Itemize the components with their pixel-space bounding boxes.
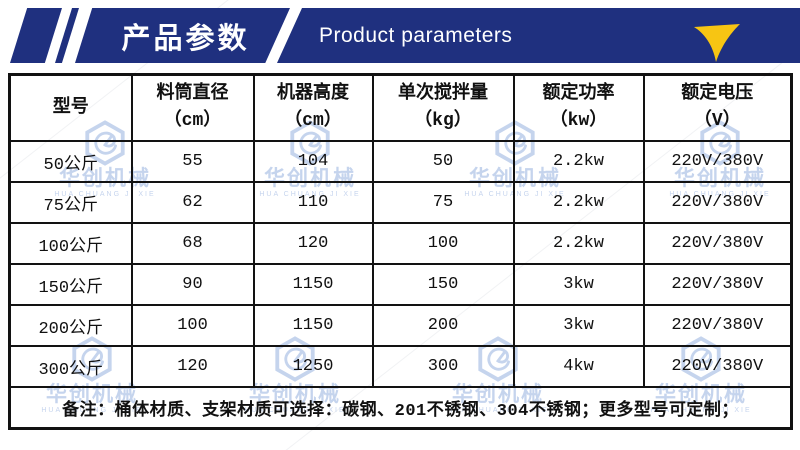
column-header: 单次搅拌量 （kg）	[371, 73, 515, 142]
column-header: 额定功率 （kw）	[512, 73, 645, 142]
table-row: 50公斤 55 104 50 2.2kw 220V/380V	[8, 140, 793, 183]
value-cell: 200	[371, 304, 515, 347]
model-cell: 300公斤	[8, 345, 133, 388]
value-cell: 75	[371, 181, 515, 224]
header-banner: 产品参数 Product parameters	[0, 8, 800, 63]
value-cell: 4kw	[512, 345, 645, 388]
value-cell: 120	[130, 345, 255, 388]
banner-stripe-wide	[10, 8, 62, 63]
value-cell: 110	[252, 181, 374, 224]
banner-title-block: 产品参数	[75, 8, 290, 63]
table-row: 300公斤 120 1250 300 4kw 220V/380V	[8, 345, 793, 388]
value-cell: 3kw	[512, 304, 645, 347]
model-cell: 150公斤	[8, 263, 133, 306]
product-spec-table: 型号 料筒直径 （cm） 机器高度 （cm） 单次搅拌量 （kg） 额定功率 （kw） 额定电压（…	[8, 73, 793, 430]
value-cell: 3kw	[512, 263, 645, 306]
model-cell: 200公斤	[8, 304, 133, 347]
value-cell: 150	[371, 263, 515, 306]
value-cell: 2.2kw	[512, 140, 645, 183]
table-header-row: 型号 料筒直径 （cm） 机器高度 （cm） 单次搅拌量 （kg） 额定功率 （kw） 额定电压（…	[8, 73, 793, 142]
value-cell: 1250	[252, 345, 374, 388]
value-cell: 300	[371, 345, 515, 388]
value-cell: 220V/380V	[642, 140, 793, 183]
table-row: 200公斤 100 1150 200 3kw 220V/380V	[8, 304, 793, 347]
value-cell: 104	[252, 140, 374, 183]
value-cell: 50	[371, 140, 515, 183]
value-cell: 220V/380V	[642, 263, 793, 306]
value-cell: 220V/380V	[642, 181, 793, 224]
value-cell: 220V/380V	[642, 345, 793, 388]
value-cell: 100	[130, 304, 255, 347]
model-cell: 100公斤	[8, 222, 133, 265]
banner-subtitle-block: Product parameters	[277, 8, 800, 63]
yellow-arrow-icon	[694, 24, 740, 62]
value-cell: 68	[130, 222, 255, 265]
page-subtitle: Product parameters	[319, 23, 513, 47]
value-cell: 220V/380V	[642, 222, 793, 265]
value-cell: 1150	[252, 263, 374, 306]
table-body: 50公斤 55 104 50 2.2kw 220V/380V 75公斤 62 110 75 2.2k…	[8, 140, 793, 388]
value-cell: 2.2kw	[512, 181, 645, 224]
table-row: 100公斤 68 120 100 2.2kw 220V/380V	[8, 222, 793, 265]
column-header: 机器高度 （cm）	[252, 73, 374, 142]
column-header: 额定电压 （V）	[642, 73, 793, 142]
value-cell: 62	[130, 181, 255, 224]
model-cell: 75公斤	[8, 181, 133, 224]
page-title: 产品参数	[121, 22, 250, 55]
column-header: 料筒直径 （cm）	[130, 73, 255, 142]
column-header: 型号	[8, 73, 133, 142]
value-cell: 220V/380V	[642, 304, 793, 347]
note-text: 备注：桶体材质、支架材质可选择：碳钢、201不锈钢、304不锈钢；更多型号可定制…	[8, 386, 793, 430]
value-cell: 120	[252, 222, 374, 265]
value-cell: 1150	[252, 304, 374, 347]
note-row: 备注：桶体材质、支架材质可选择：碳钢、201不锈钢、304不锈钢；更多型号可定制…	[8, 386, 793, 430]
value-cell: 55	[130, 140, 255, 183]
value-cell: 90	[130, 263, 255, 306]
value-cell: 2.2kw	[512, 222, 645, 265]
table-row: 150公斤 90 1150 150 3kw 220V/380V	[8, 263, 793, 306]
value-cell: 100	[371, 222, 515, 265]
table-row: 75公斤 62 110 75 2.2kw 220V/380V	[8, 181, 793, 224]
model-cell: 50公斤	[8, 140, 133, 183]
